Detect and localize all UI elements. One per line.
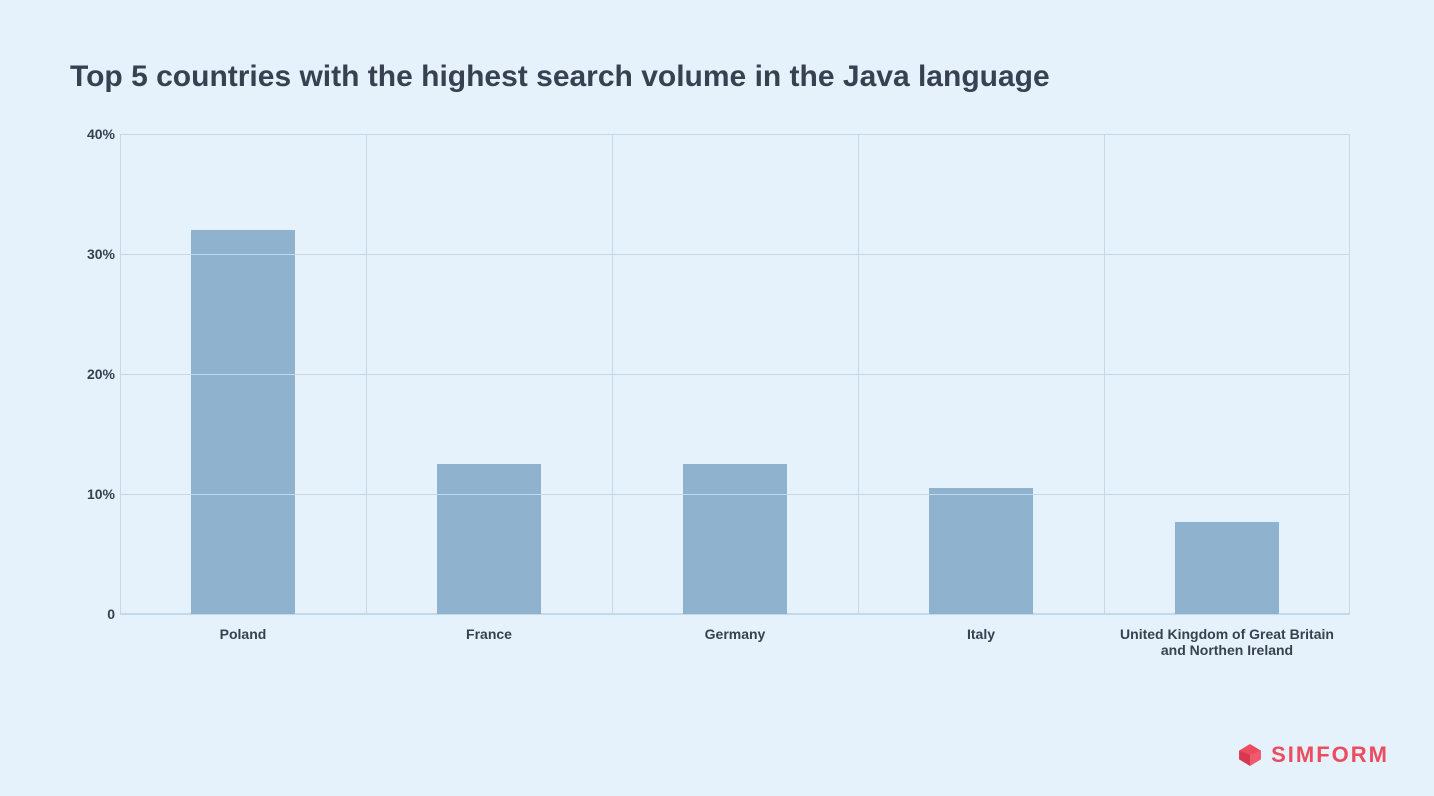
chart-canvas: Top 5 countries with the highest search … xyxy=(0,0,1434,796)
bar xyxy=(437,464,540,614)
x-axis-label: United Kingdom of Great Britain and Nort… xyxy=(1104,614,1350,658)
bar xyxy=(929,488,1032,614)
bar xyxy=(1175,522,1278,614)
gridline-vertical xyxy=(612,134,613,614)
x-axis-label: Poland xyxy=(120,614,366,658)
gridline-horizontal xyxy=(120,134,1350,135)
gridline-horizontal xyxy=(120,494,1350,495)
gridline-vertical xyxy=(1104,134,1105,614)
y-tick-label: 10% xyxy=(87,486,115,502)
x-axis-label: Italy xyxy=(858,614,1104,658)
y-tick-label: 20% xyxy=(87,366,115,382)
x-axis-labels: PolandFranceGermanyItalyUnited Kingdom o… xyxy=(120,614,1350,658)
brand-logo-text: SIMFORM xyxy=(1271,742,1389,768)
gridline-horizontal xyxy=(120,614,1350,615)
gridline-vertical xyxy=(858,134,859,614)
y-tick-label: 30% xyxy=(87,246,115,262)
y-axis: 40%30%20%10%0 xyxy=(70,134,115,614)
gridline-vertical xyxy=(366,134,367,614)
brand-logo-icon xyxy=(1237,742,1263,768)
gridline-horizontal xyxy=(120,254,1350,255)
bar xyxy=(191,230,294,614)
chart-title: Top 5 countries with the highest search … xyxy=(70,60,1394,94)
bar xyxy=(683,464,786,614)
y-tick-label: 0 xyxy=(107,606,115,622)
brand-logo: SIMFORM xyxy=(1237,742,1389,768)
gridline-horizontal xyxy=(120,374,1350,375)
y-tick-label: 40% xyxy=(87,126,115,142)
plot-area xyxy=(120,134,1350,614)
x-axis-label: Germany xyxy=(612,614,858,658)
x-axis-label: France xyxy=(366,614,612,658)
chart-area: 40%30%20%10%0 PolandFranceGermanyItalyUn… xyxy=(70,134,1350,658)
